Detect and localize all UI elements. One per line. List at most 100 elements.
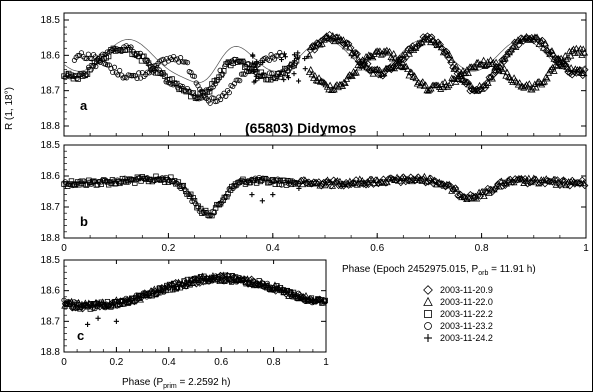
point-cross — [285, 179, 292, 185]
point-triangle — [326, 81, 334, 89]
panel-a-y-ticks: 18.5 18.6 18.7 18.8 — [41, 15, 587, 136]
point-square — [105, 53, 112, 60]
point-diamond — [476, 192, 485, 200]
point-triangle — [480, 56, 488, 64]
point-triangle — [397, 62, 405, 69]
point-diamond — [498, 56, 506, 64]
point-triangle — [395, 56, 403, 63]
point-circle — [212, 80, 219, 87]
point-triangle — [328, 182, 337, 189]
point-circle — [293, 180, 300, 186]
point-triangle — [341, 79, 349, 87]
point-diamond — [161, 284, 169, 292]
point-circle — [177, 83, 183, 89]
point-square — [291, 179, 297, 186]
panel-c-letter: c — [77, 328, 84, 343]
point-diamond — [322, 178, 330, 186]
panel-b-points — [61, 172, 589, 219]
x-tick-label: 0.4 — [266, 243, 280, 254]
x-tick-label: 0 — [61, 357, 67, 368]
point-square — [187, 282, 193, 288]
point-triangle — [572, 44, 580, 52]
point-circle — [223, 93, 229, 99]
point-circle — [125, 45, 132, 51]
point-triangle — [331, 37, 339, 45]
point-circle — [83, 72, 90, 78]
point-diamond — [487, 73, 495, 81]
point-cross — [279, 57, 285, 63]
y-tick-label: 18.7 — [41, 202, 61, 213]
point-triangle — [445, 180, 453, 188]
point-triangle — [512, 43, 520, 50]
panel-c-frame — [63, 259, 327, 353]
point-circle — [184, 59, 191, 66]
point-triangle — [405, 71, 413, 79]
point-triangle — [321, 79, 329, 86]
point-triangle — [529, 35, 537, 42]
point-diamond — [400, 56, 408, 64]
point-triangle — [477, 60, 485, 67]
point-diamond — [547, 48, 555, 56]
point-triangle — [444, 83, 452, 90]
point-triangle — [365, 51, 373, 58]
point-circle — [85, 51, 91, 57]
point-triangle — [318, 40, 326, 47]
point-cross — [302, 56, 308, 62]
point-triangle — [377, 51, 385, 58]
point-circle — [144, 57, 151, 63]
point-circle — [90, 63, 97, 69]
point-square — [180, 182, 187, 189]
point-triangle — [305, 51, 313, 59]
point-cross — [281, 77, 287, 83]
point-triangle — [452, 62, 460, 70]
point-cross — [292, 58, 298, 64]
point-circle — [75, 53, 81, 59]
point-triangle — [455, 75, 463, 82]
point-triangle — [394, 59, 402, 67]
point-triangle — [553, 62, 561, 70]
point-diamond — [261, 282, 269, 290]
point-diamond — [489, 71, 498, 79]
point-square — [105, 303, 111, 309]
point-square — [276, 181, 282, 187]
point-circle — [233, 77, 239, 83]
point-diamond — [474, 86, 483, 95]
point-diamond — [494, 180, 502, 188]
point-diamond — [519, 37, 527, 45]
point-triangle — [310, 42, 318, 50]
point-circle — [179, 83, 186, 90]
point-triangle — [417, 79, 425, 86]
point-square — [219, 273, 225, 279]
point-triangle — [418, 177, 426, 184]
point-triangle — [68, 297, 76, 305]
point-triangle — [579, 45, 587, 52]
point-triangle — [380, 69, 388, 77]
x-tick-label: 0.2 — [109, 357, 123, 368]
legend-label: 2003-11-20.9 — [440, 285, 493, 295]
model-line — [63, 39, 587, 83]
point-diamond — [422, 179, 430, 187]
point-diamond — [113, 301, 121, 309]
point-circle — [219, 71, 226, 77]
x-tick-label: 0.6 — [214, 357, 228, 368]
legend-entry: 2003-11-22.2 — [424, 309, 493, 319]
point-triangle — [581, 49, 589, 56]
y-axis-label: R (1, 18°) — [4, 87, 15, 130]
point-circle — [111, 64, 118, 70]
point-triangle — [412, 74, 420, 82]
legend-entry: 2003-11-22.0 — [423, 296, 493, 307]
point-square — [228, 279, 235, 285]
panel-c-x-ticks: 0 0.2 0.4 0.6 0.8 1 — [61, 260, 329, 368]
point-diamond — [65, 298, 73, 306]
point-diamond — [330, 34, 338, 42]
point-diamond — [357, 179, 365, 187]
point-triangle — [358, 62, 366, 69]
point-triangle — [478, 85, 486, 92]
point-square — [222, 272, 228, 278]
point-diamond — [434, 179, 442, 187]
x-tick-label: 1 — [323, 357, 329, 368]
point-diamond — [415, 41, 423, 49]
point-triangle — [502, 179, 511, 187]
point-circle — [93, 63, 99, 70]
